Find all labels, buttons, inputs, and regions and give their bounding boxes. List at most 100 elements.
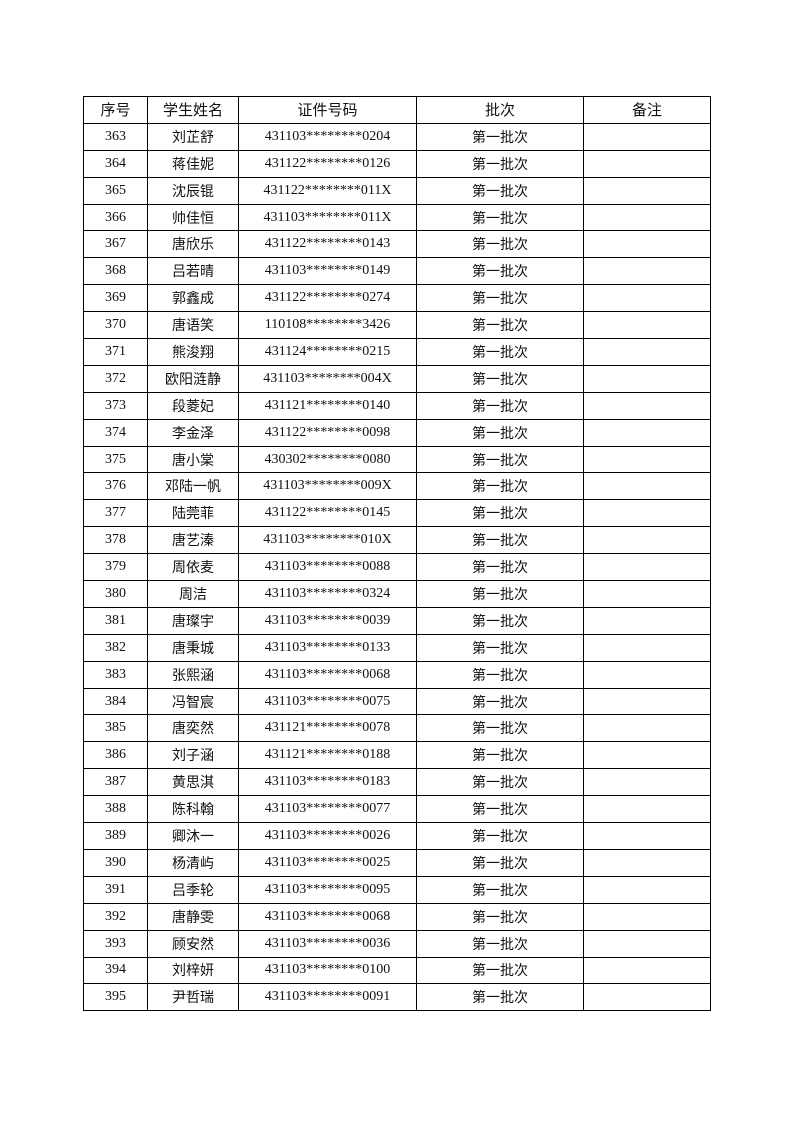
table-cell: 张熙涵	[147, 660, 239, 689]
table-cell: 376	[83, 472, 148, 501]
table-cell: 陆莞菲	[147, 499, 239, 528]
table-cell: 431103********010X	[238, 526, 417, 555]
table-cell: 431103********0077	[238, 795, 417, 824]
table-cell: 第一批次	[416, 929, 584, 958]
table-cell: 第一批次	[416, 660, 584, 689]
table-row: 369 郭鑫成 431122********0274 第一批次	[83, 284, 711, 313]
empty-cell	[583, 311, 711, 340]
table-cell: 第一批次	[416, 230, 584, 259]
table-cell: 389	[83, 822, 148, 850]
table-row: 374 李金泽 431122********0098 第一批次	[83, 418, 711, 447]
empty-cell	[583, 203, 711, 232]
table-cell: 第一批次	[416, 848, 584, 877]
empty-cell	[583, 848, 711, 877]
table-row: 370 唐语笑 110108********3426 第一批次	[83, 311, 711, 340]
table-cell: 388	[83, 795, 148, 824]
table-row: 366 帅佳恒 431103********011X 第一批次	[83, 203, 711, 232]
table-cell: 373	[83, 391, 148, 420]
table-cell: 378	[83, 526, 148, 555]
table-cell: 381	[83, 606, 148, 635]
table-cell: 尹哲瑞	[147, 983, 239, 1012]
empty-cell	[583, 929, 711, 958]
empty-cell	[583, 553, 711, 582]
table-cell: 392	[83, 902, 148, 931]
table-cell: 431103********0025	[238, 848, 417, 877]
table-cell: 第一批次	[416, 768, 584, 797]
table-row: 367 唐欣乐 431122********0143 第一批次	[83, 230, 711, 259]
table-cell: 第一批次	[416, 902, 584, 931]
table-row: 365 沈辰锟 431122********011X 第一批次	[83, 176, 711, 205]
table-row: 379 周依麦 431103********0088 第一批次	[83, 553, 711, 582]
table-row: 363 刘芷舒 431103********0204 第一批次	[83, 122, 711, 151]
table-cell: 第一批次	[416, 338, 584, 366]
table-cell: 431103********0036	[238, 929, 417, 958]
empty-cell	[583, 499, 711, 528]
table-cell: 369	[83, 284, 148, 313]
table-cell: 欧阳涟静	[147, 364, 239, 393]
table-cell: 431103********0026	[238, 822, 417, 850]
empty-cell	[583, 875, 711, 904]
table-cell: 374	[83, 418, 148, 447]
empty-cell	[583, 714, 711, 743]
student-table: 序号 学生姓名 证件号码 批次 备注 363 刘芷舒 431103********0204 第…	[83, 96, 711, 1012]
table-cell: 第一批次	[416, 418, 584, 447]
table-cell: 110108********3426	[238, 311, 417, 340]
table-cell: 394	[83, 956, 148, 985]
table-cell: 刘子涵	[147, 741, 239, 770]
header-cell: 备注	[583, 96, 711, 124]
table-cell: 363	[83, 122, 148, 151]
table-cell: 唐艺溱	[147, 526, 239, 555]
table-cell: 熊浚翔	[147, 338, 239, 366]
table-cell: 唐秉城	[147, 633, 239, 662]
table-row: 368 吕若晴 431103********0149 第一批次	[83, 257, 711, 286]
table-row: 388 陈科翰 431103********0077 第一批次	[83, 795, 711, 824]
table-row: 389 卿沐一 431103********0026 第一批次	[83, 822, 711, 850]
table-cell: 431122********0274	[238, 284, 417, 313]
empty-cell	[583, 687, 711, 716]
table-row: 377 陆莞菲 431122********0145 第一批次	[83, 499, 711, 528]
table-row: 395 尹哲瑞 431103********0091 第一批次	[83, 983, 711, 1012]
table-row: 372 欧阳涟静 431103********004X 第一批次	[83, 364, 711, 393]
table-cell: 431103********0100	[238, 956, 417, 985]
table-row: 382 唐秉城 431103********0133 第一批次	[83, 633, 711, 662]
table-cell: 430302********0080	[238, 445, 417, 474]
table-cell: 431103********011X	[238, 203, 417, 232]
table-cell: 431103********0324	[238, 580, 417, 608]
table-cell: 第一批次	[416, 633, 584, 662]
table-cell: 吕季轮	[147, 875, 239, 904]
table-cell: 382	[83, 633, 148, 662]
table-cell: 邓陆一帆	[147, 472, 239, 501]
table-cell: 沈辰锟	[147, 176, 239, 205]
table-row: 387 黄思淇 431103********0183 第一批次	[83, 768, 711, 797]
table-cell: 帅佳恒	[147, 203, 239, 232]
table-cell: 第一批次	[416, 687, 584, 716]
table-cell: 393	[83, 929, 148, 958]
table-cell: 431103********004X	[238, 364, 417, 393]
table-row: 381 唐璨宇 431103********0039 第一批次	[83, 606, 711, 635]
table-cell: 第一批次	[416, 499, 584, 528]
table-cell: 刘梓妍	[147, 956, 239, 985]
table-cell: 370	[83, 311, 148, 340]
table-cell: 431103********0075	[238, 687, 417, 716]
table-cell: 唐璨宇	[147, 606, 239, 635]
table-body: 363 刘芷舒 431103********0204 第一批次 364 蒋佳妮 431122…	[83, 122, 711, 1012]
table-row: 391 吕季轮 431103********0095 第一批次	[83, 875, 711, 904]
table-cell: 395	[83, 983, 148, 1012]
table-cell: 周洁	[147, 580, 239, 608]
empty-cell	[583, 149, 711, 178]
table-cell: 第一批次	[416, 257, 584, 286]
table-cell: 366	[83, 203, 148, 232]
table-cell: 371	[83, 338, 148, 366]
table-cell: 431122********0143	[238, 230, 417, 259]
empty-cell	[583, 284, 711, 313]
table-cell: 431103********009X	[238, 472, 417, 501]
header-cell: 证件号码	[238, 96, 417, 124]
header-cell: 序号	[83, 96, 148, 124]
table-cell: 375	[83, 445, 148, 474]
table-cell: 段菱妃	[147, 391, 239, 420]
empty-cell	[583, 230, 711, 259]
table-cell: 431103********0088	[238, 553, 417, 582]
empty-cell	[583, 122, 711, 151]
table-cell: 唐小棠	[147, 445, 239, 474]
table-cell: 431121********0140	[238, 391, 417, 420]
